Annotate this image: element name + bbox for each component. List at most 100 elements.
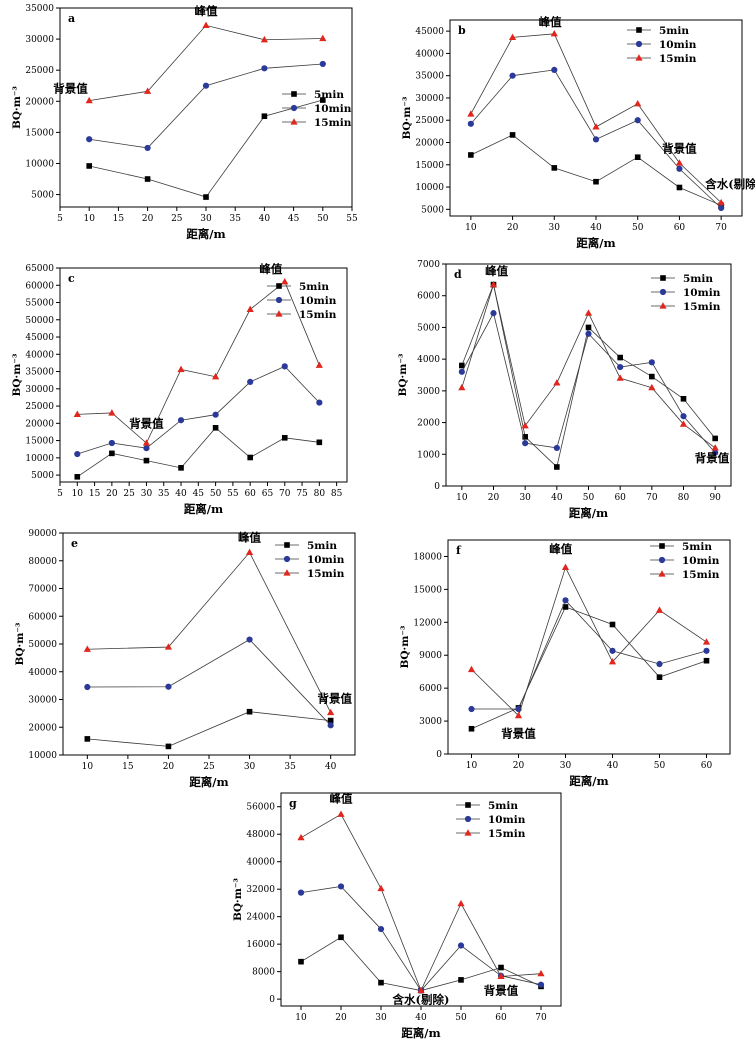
data-point	[509, 132, 516, 138]
legend-label: 10min	[659, 39, 697, 51]
data-point	[458, 383, 466, 391]
legend-label: 5min	[314, 89, 344, 101]
data-point	[202, 82, 210, 89]
x-tick-label: 10	[72, 489, 84, 499]
y-tick-label: 15000	[25, 128, 54, 138]
data-point	[457, 942, 465, 949]
chart-panel-a: a 5 10 15 20 25 30 35 40 45 50 55 5000 10000 15000 2000…	[11, 4, 358, 241]
data-point	[584, 309, 593, 316]
y-tick-label: 56000	[246, 803, 275, 813]
y-tick-label: 50000	[28, 640, 57, 650]
data-point	[498, 964, 504, 971]
y-axis-label: BQ·m⁻³	[14, 622, 26, 665]
x-axis-label: 距离/m	[401, 1026, 440, 1040]
series-line	[77, 281, 320, 444]
series-line	[461, 283, 716, 449]
data-point	[108, 409, 116, 416]
x-tick-label: 35	[158, 489, 170, 499]
x-tick-label: 65	[262, 489, 274, 499]
legend-label: 5min	[488, 800, 518, 812]
x-axis-label: 距离/m	[569, 774, 608, 788]
x-tick-label: 35	[284, 762, 296, 772]
x-tick-label: 55	[227, 489, 239, 499]
series-line	[77, 365, 320, 455]
series-10min	[86, 60, 326, 152]
x-tick-label: 40	[590, 223, 602, 233]
x-tick-label: 30	[141, 489, 153, 499]
data-point	[144, 176, 151, 182]
legend-label: 15min	[683, 301, 721, 313]
x-tick-label: 50	[210, 489, 222, 499]
x-axis-label: 距离/m	[189, 775, 228, 789]
data-point	[212, 425, 219, 431]
data-point	[592, 123, 600, 130]
data-point	[212, 411, 219, 418]
y-tick-label: 60000	[25, 281, 54, 291]
data-point	[281, 363, 288, 370]
x-tick-label: 30	[375, 1013, 387, 1023]
data-point	[553, 444, 560, 452]
data-point	[459, 362, 465, 369]
chart-panel-g: g 10 20 30 40 50 60 70 0 8000 16000 24000 32000 40000…	[232, 791, 562, 1040]
chart-annotation: 背景值	[662, 141, 697, 155]
x-tick-label: 25	[203, 762, 215, 772]
data-point	[245, 548, 254, 556]
chart-annotation: 峰值	[549, 542, 572, 556]
legend-label: 10min	[682, 555, 720, 567]
series-line	[87, 711, 331, 747]
x-tick-label: 20	[142, 214, 154, 224]
legend: 5min 10min 15min	[282, 89, 352, 129]
data-point	[261, 65, 268, 72]
x-tick-label: 15	[89, 489, 101, 499]
x-tick-label: 60	[674, 223, 686, 233]
data-point	[702, 638, 711, 645]
x-tick-label: 40	[259, 214, 271, 224]
chart-annotation: 背景值	[501, 727, 536, 741]
y-tick-label: 0	[269, 995, 275, 1005]
y-axis-label: BQ·m⁻³	[397, 353, 409, 396]
x-tick-label: 70	[715, 223, 727, 233]
y-axis-label: BQ·m⁻³	[232, 878, 244, 921]
x-tick-label: 10	[83, 214, 95, 224]
x-tick-label: 85	[331, 489, 343, 499]
y-tick-label: 5000	[31, 471, 54, 481]
data-point	[86, 163, 92, 169]
data-point	[718, 204, 725, 212]
x-tick-label: 50	[632, 223, 644, 233]
x-tick-label: 20	[513, 761, 525, 771]
series-line	[87, 551, 332, 713]
series-line	[471, 606, 707, 730]
data-point	[260, 35, 268, 43]
legend-marker	[283, 569, 291, 576]
data-point	[458, 368, 465, 375]
data-point	[489, 280, 498, 288]
data-point	[377, 925, 385, 933]
legend-marker	[275, 296, 283, 304]
legend: 5min 10min 15min	[627, 25, 697, 65]
x-tick-label: 20	[507, 223, 519, 233]
x-tick-label: 20	[488, 493, 500, 503]
data-point	[73, 410, 81, 417]
legend-marker	[464, 829, 472, 836]
y-tick-label: 3000	[417, 387, 440, 397]
data-point	[337, 810, 345, 817]
data-point	[656, 674, 663, 680]
chart-annotation: 背景值	[53, 82, 88, 96]
legend-label: 15min	[314, 117, 352, 129]
data-point	[281, 278, 289, 285]
plot-frame	[59, 267, 348, 483]
series-line	[77, 427, 320, 478]
legend-marker	[635, 40, 643, 48]
series-15min	[297, 810, 545, 994]
y-tick-label: 9000	[419, 651, 442, 661]
data-point	[261, 113, 268, 120]
y-tick-label: 10000	[25, 159, 54, 169]
y-tick-label: 50000	[25, 316, 54, 326]
data-point	[320, 97, 326, 103]
legend-marker	[464, 815, 472, 823]
data-point	[468, 152, 474, 158]
plot-frame	[62, 532, 356, 756]
x-tick-label: 30	[519, 493, 531, 503]
y-tick-label: 30000	[415, 94, 444, 104]
